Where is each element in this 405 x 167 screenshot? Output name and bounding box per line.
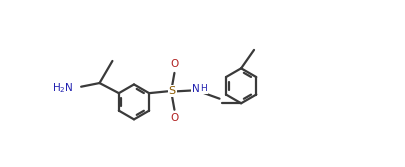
Text: N: N [192, 85, 199, 95]
Text: S: S [168, 86, 175, 96]
Text: H$_2$N: H$_2$N [51, 81, 73, 95]
Text: H: H [200, 84, 207, 93]
Text: O: O [170, 59, 178, 69]
Text: O: O [170, 113, 178, 123]
